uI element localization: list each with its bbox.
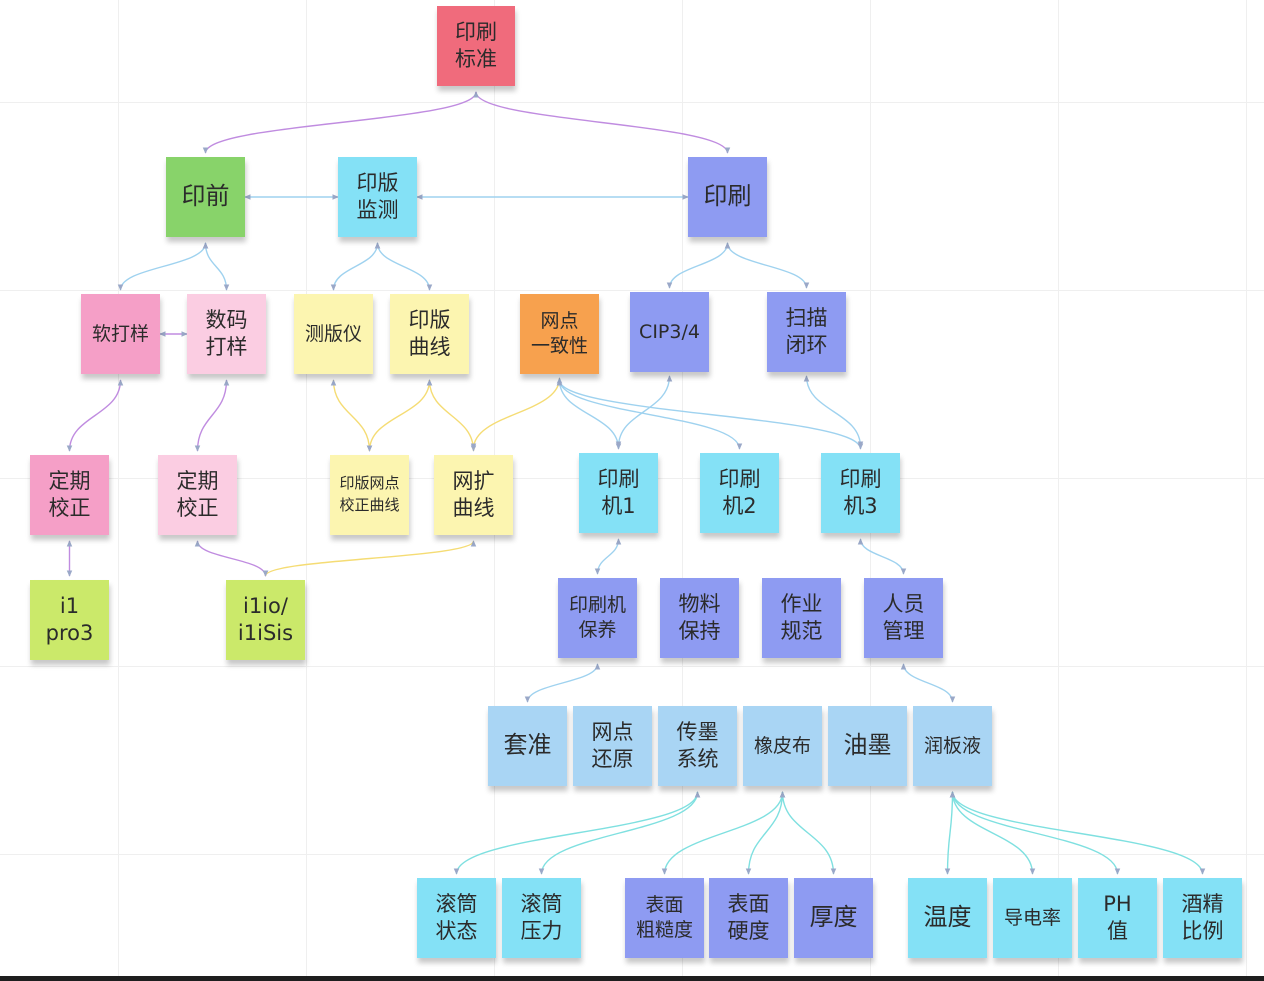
connector-prepress-digital_proof [202,242,230,291]
note-staff-management[interactable]: 人员 管理 [864,578,943,658]
note-i1pro3[interactable]: i1 pro3 [30,580,109,660]
window-bottom-edge [0,976,1264,981]
note-dot-gain-curve[interactable]: 网扩 曲线 [434,455,513,535]
note-print-standard[interactable]: 印刷 标准 [437,6,515,86]
connector-press_maintenance-registration [524,663,601,703]
note-work-standard[interactable]: 作业 规范 [762,578,841,658]
note-i1io-isis[interactable]: i1io/ i1iSis [226,580,305,660]
note-surface-hardness[interactable]: 表面 硬度 [709,878,788,958]
connector-press_1-press_maintenance [594,538,622,575]
connector-digital_proof-calibration_2 [194,379,230,452]
connector-press_3-staff_management [857,538,907,575]
note-press-3[interactable]: 印刷 机3 [821,453,900,533]
connector-ink_transfer_system-roller_state [453,791,701,875]
note-blanket[interactable]: 橡皮布 [743,706,822,786]
note-ink[interactable]: 油墨 [828,706,907,786]
note-roller-state[interactable]: 滚筒 状态 [417,878,496,958]
note-thickness[interactable]: 厚度 [794,878,873,958]
connector-prepress-soft_proof [117,242,209,291]
connector-plate_curve-dot_gain_curve [426,379,477,452]
connector-fountain_solution-temperature [944,791,956,875]
note-surface-roughness[interactable]: 表面 粗糙度 [625,878,704,958]
note-press-2[interactable]: 印刷 机2 [700,453,779,533]
note-digital-proof[interactable]: 数码 打样 [187,294,266,374]
connector-dot_gain_curve-i1io_isis [262,540,477,577]
note-fountain-solution[interactable]: 润板液 [913,706,992,786]
note-dot-consistency[interactable]: 网点 一致性 [520,294,599,374]
note-registration[interactable]: 套准 [488,706,567,786]
note-printing[interactable]: 印刷 [688,157,767,237]
connector-press_3-scan_closed_loop [803,375,864,448]
connector-blanket-surface_hardness [745,791,786,875]
note-temperature[interactable]: 温度 [908,878,987,958]
connector-press_1-cip34 [615,375,673,448]
note-ink-transfer-system[interactable]: 传墨 系统 [658,706,737,786]
connector-dot_consistency-press_3 [556,379,864,450]
connector-soft_proof-calibration_1 [66,379,124,452]
note-roller-pressure[interactable]: 滚筒 压力 [502,878,581,958]
connector-dot_gain_curve-dot_consistency [470,377,563,450]
note-plate-meter[interactable]: 测版仪 [294,294,373,374]
connector-printing-cip34 [666,242,731,289]
note-ph-value[interactable]: PH 值 [1078,878,1157,958]
connector-dot_consistency-press_1 [556,379,622,450]
note-alcohol-ratio[interactable]: 酒精 比例 [1163,878,1242,958]
note-plate-curve[interactable]: 印版 曲线 [390,294,469,374]
connector-plate_monitor-plate_curve [374,242,433,291]
note-calibration-1[interactable]: 定期 校正 [30,455,109,535]
connector-blanket-thickness [779,791,837,875]
note-press-1[interactable]: 印刷 机1 [579,453,658,533]
connector-print_standard-prepress [202,91,479,154]
note-conductivity[interactable]: 导电率 [993,878,1072,958]
note-dot-reproduction[interactable]: 网点 还原 [573,706,652,786]
connector-staff_management-fountain_solution [900,663,956,703]
connector-ink_transfer_system-roller_pressure [538,791,701,875]
note-scan-closed-loop[interactable]: 扫描 闭环 [767,292,846,372]
connector-fountain_solution-alcohol_ratio [949,791,1206,875]
connector-fountain_solution-ph_value [949,791,1121,875]
note-cip34[interactable]: CIP3/4 [630,292,709,372]
note-calibration-2[interactable]: 定期 校正 [158,455,237,535]
connector-printing-scan_closed_loop [724,242,810,289]
connector-print_standard-printing [473,91,731,154]
note-plate-dot-calibration-curve[interactable]: 印版网点 校正曲线 [330,455,409,535]
note-prepress[interactable]: 印前 [166,157,245,237]
connector-calibration_2-i1io_isis [194,540,269,577]
note-press-maintenance[interactable]: 印刷机 保养 [558,578,637,658]
connector-plate_meter-plate_dot_calibration_curve [330,379,373,452]
connector-fountain_solution-conductivity [949,791,1036,875]
note-plate-monitor[interactable]: 印版 监测 [338,157,417,237]
connector-plate_monitor-plate_meter [330,242,381,291]
note-material-keeping[interactable]: 物料 保持 [660,578,739,658]
connector-plate_curve-plate_dot_calibration_curve [366,379,433,452]
note-soft-proof[interactable]: 软打样 [81,294,160,374]
